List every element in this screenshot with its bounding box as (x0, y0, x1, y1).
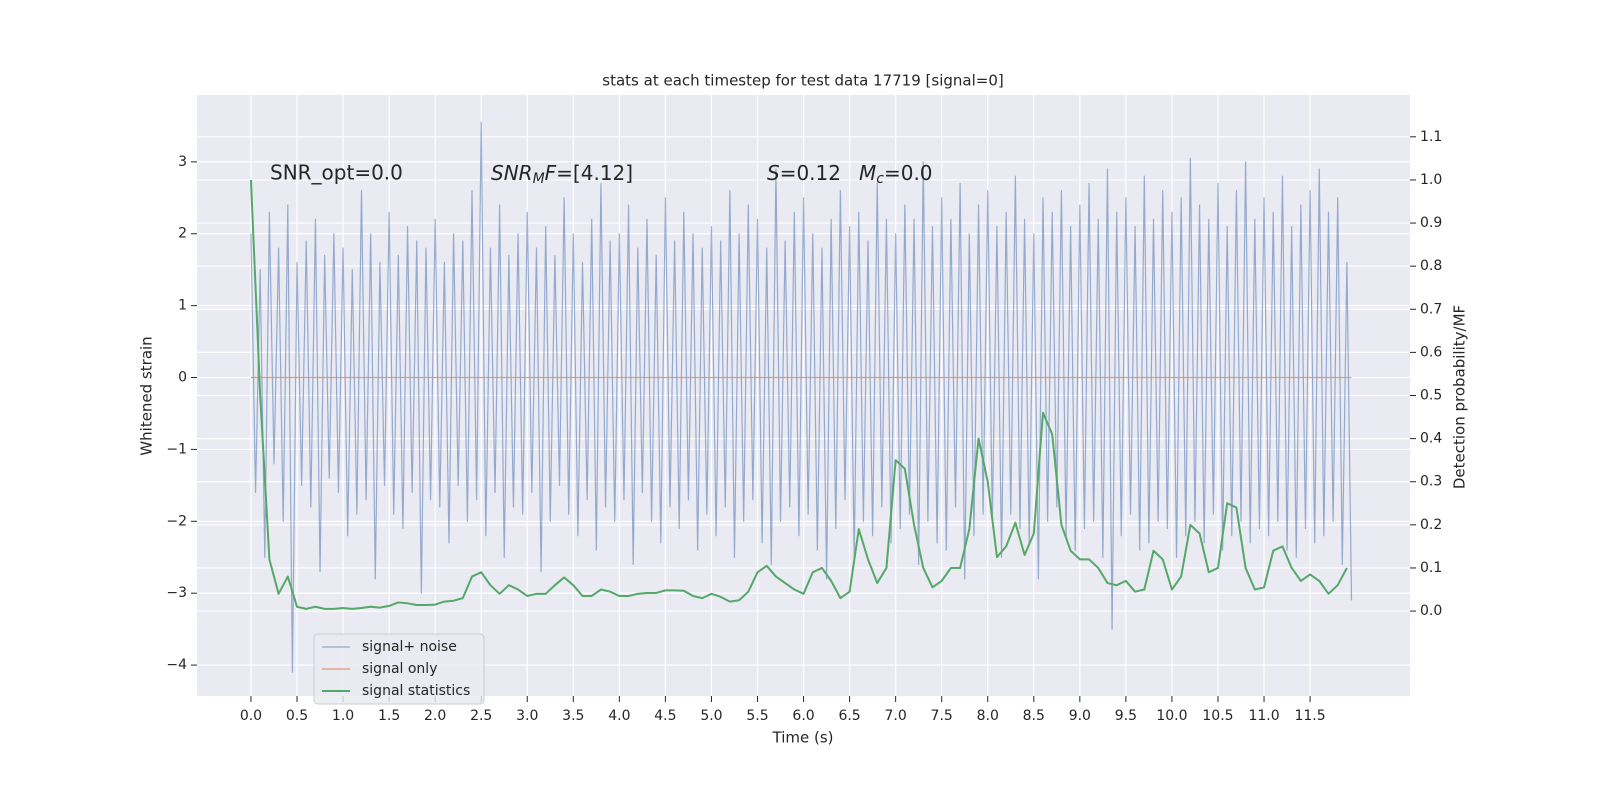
x-tick-label: 0.5 (286, 708, 308, 724)
x-tick-label: 8.5 (1023, 708, 1045, 724)
y-tick-label: −2 (166, 513, 187, 529)
y2-tick-label: 1.1 (1420, 129, 1442, 145)
annotation-part: c (876, 171, 884, 187)
y-axis-label: Whitened strain (138, 336, 156, 455)
y2-tick-label: 0.1 (1420, 560, 1442, 576)
x-tick-label: 3.0 (516, 708, 538, 724)
x-tick-label: 10.0 (1156, 708, 1187, 724)
x-tick-label: 6.5 (838, 708, 860, 724)
y2-tick-label: 0.8 (1420, 258, 1442, 274)
annotation: SNRMF=[4.12] (491, 161, 633, 188)
annotation-part: M (533, 171, 545, 187)
x-tick-label: 9.0 (1069, 708, 1091, 724)
y-tick-label: 0 (178, 370, 187, 386)
annotation-part: S (767, 161, 780, 185)
y2-axis-label: Detection probability/MF (1451, 305, 1469, 489)
y2-tick-label: 0.5 (1420, 388, 1442, 404)
legend-frame (313, 633, 485, 705)
annotation: S=0.12 Mc=0.0 (767, 161, 933, 188)
annotation-part: =0.0 (884, 161, 933, 185)
legend-label: signal statistics (362, 683, 470, 699)
x-tick-label: 1.0 (332, 708, 354, 724)
legend: signal+ noise signal only signal statistic… (313, 633, 485, 705)
x-tick-label: 4.5 (654, 708, 676, 724)
axes: 0.0 0.5 1.0 1.5 2.0 2.5 3.0 3.5 4.0 4.5 5.0 5.5 6.0 6… (166, 129, 1442, 724)
x-axis-label: Time (s) (772, 729, 834, 747)
legend-label: signal only (362, 661, 437, 677)
x-tick-label: 2.0 (424, 708, 446, 724)
y-tick-label: 3 (178, 154, 187, 170)
x-tick-label: 5.5 (746, 708, 768, 724)
x-tick-label: 10.5 (1202, 708, 1233, 724)
x-tick-label: 11.0 (1248, 708, 1279, 724)
y-tick-label: 1 (178, 298, 187, 314)
x-tick-label: 5.0 (700, 708, 722, 724)
legend-label: signal+ noise (362, 639, 457, 655)
y-tick-label: −1 (166, 441, 187, 457)
x-tick-label: 7.5 (931, 708, 953, 724)
x-tick-label: 11.5 (1294, 708, 1325, 724)
annotation: SNR_opt=0.0 (270, 161, 403, 185)
y-tick-label: −3 (166, 585, 187, 601)
annotation-part: =0.12 (780, 161, 841, 185)
x-tick-label: 9.5 (1115, 708, 1137, 724)
x-tick-label: 4.0 (608, 708, 630, 724)
x-tick-label: 0.0 (240, 708, 262, 724)
annotation-part: SNR (491, 161, 533, 185)
y2-tick-label: 0.0 (1420, 603, 1442, 619)
y2-tick-label: 0.4 (1420, 431, 1442, 447)
annotation-part: M (859, 161, 876, 185)
x-tick-label: 7.0 (885, 708, 907, 724)
y-tick-label: −4 (166, 657, 187, 673)
y2-tick-label: 0.6 (1420, 344, 1442, 360)
x-tick-label: 6.0 (792, 708, 814, 724)
y2-tick-label: 0.2 (1420, 517, 1442, 533)
chart-title: stats at each timestep for test data 177… (602, 72, 1003, 90)
y2-tick-label: 0.9 (1420, 215, 1442, 231)
y2-tick-label: 0.3 (1420, 474, 1442, 490)
y2-tick-label: 1.0 (1420, 172, 1442, 188)
y2-tick-label: 0.7 (1420, 301, 1442, 317)
x-tick-label: 8.0 (977, 708, 999, 724)
y-tick-label: 2 (178, 226, 187, 242)
series-line (250, 121, 1353, 673)
x-tick-label: 2.5 (470, 708, 492, 724)
annotation-part: F (545, 161, 557, 185)
annotation-part: =[4.12] (556, 161, 633, 185)
series-line (249, 179, 1348, 610)
x-tick-label: 3.5 (562, 708, 584, 724)
series-layer (249, 121, 1353, 673)
x-tick-label: 1.5 (378, 708, 400, 724)
